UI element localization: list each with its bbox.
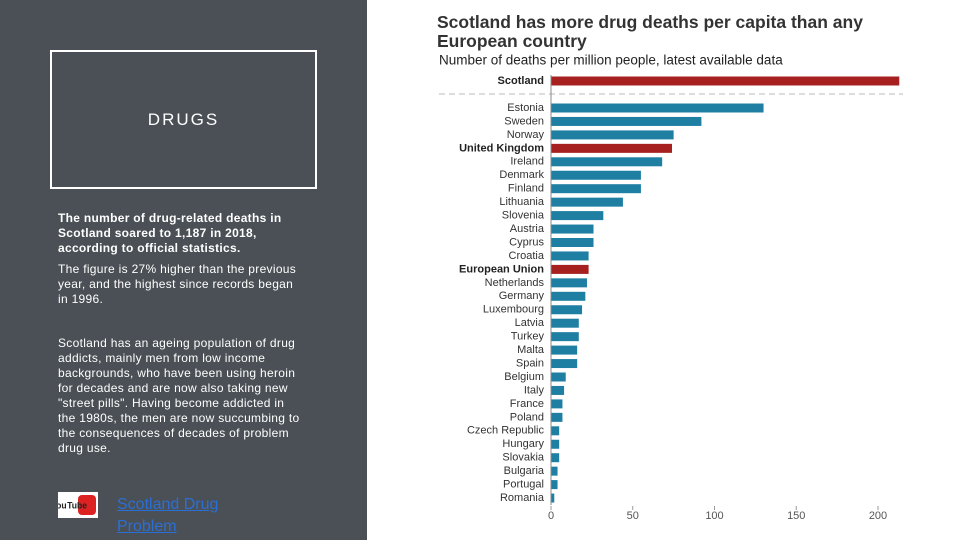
category-label: Portugal [503, 479, 544, 491]
category-label: Norway [507, 129, 545, 141]
bar [551, 264, 589, 274]
bar [551, 184, 641, 194]
x-tick-label: 50 [627, 510, 639, 522]
bar [551, 211, 604, 221]
category-label: Finland [508, 183, 544, 195]
category-label: Romania [500, 492, 545, 504]
category-label: Belgium [504, 371, 544, 383]
category-label: Luxembourg [483, 304, 544, 316]
bar [551, 197, 623, 207]
youtube-icon: You Tube [58, 492, 98, 518]
category-label: Germany [499, 290, 545, 302]
category-label: Austria [510, 223, 545, 235]
video-link[interactable]: Scotland Drug Problem [117, 496, 219, 535]
paragraph: Scotland has an ageing population of dru… [58, 336, 300, 455]
bar [551, 466, 558, 476]
x-tick-label: 150 [787, 510, 805, 522]
icon-label: You Tube [58, 500, 87, 510]
title-wrap: Scotland has more drug deaths per capita… [437, 15, 863, 51]
chart-subtitle: Number of deaths per million people, lat… [439, 53, 783, 68]
category-label: United Kingdom [459, 142, 544, 154]
x-tick-label: 100 [705, 510, 723, 522]
bar [551, 157, 663, 167]
bar [551, 143, 672, 153]
category-label: Poland [510, 411, 544, 423]
bar [551, 426, 560, 436]
category-label: Cyprus [509, 236, 544, 248]
category-label: European Union [459, 263, 544, 275]
category-label: Latvia [515, 317, 545, 329]
bar [551, 493, 555, 503]
bar [551, 116, 702, 126]
x-tick-label: 0 [548, 510, 554, 522]
left-panel: DRUGS The number of drug-related deaths … [0, 0, 367, 540]
bar [551, 480, 558, 490]
bar [551, 345, 578, 355]
bar [551, 238, 594, 247]
category-label: Sweden [504, 115, 544, 127]
bar [551, 76, 900, 86]
chart-bg [417, 15, 944, 525]
bar [551, 251, 589, 261]
category-label: Slovenia [502, 210, 545, 222]
bar [551, 170, 641, 180]
paragraph: The figure is 27% higher than the previo… [58, 262, 297, 306]
category-label: Lithuania [499, 196, 545, 208]
bar [551, 291, 586, 301]
bar [551, 305, 583, 315]
bar [551, 224, 594, 234]
category-label: Netherlands [485, 277, 545, 289]
bar [551, 130, 674, 140]
x-tick-label: 200 [869, 510, 887, 522]
bar [551, 385, 565, 395]
category-label: Denmark [499, 169, 544, 181]
bar [551, 332, 579, 342]
chart: Scotland has more drug deaths per capita… [417, 15, 944, 525]
box-title: DRUGS [147, 110, 220, 129]
bar [551, 103, 764, 113]
title-box: DRUGS [50, 50, 317, 189]
category-label: Bulgaria [504, 465, 545, 477]
lead-text: The number of drug-related deaths in Sco… [58, 211, 282, 255]
bar [551, 359, 578, 369]
chart-title: Scotland has more drug deaths per capita… [437, 15, 863, 51]
category-label: Spain [516, 357, 544, 369]
category-label: Scotland [498, 75, 544, 87]
bar [551, 439, 560, 449]
category-label: Malta [517, 344, 545, 356]
category-label: Croatia [509, 250, 545, 262]
icon-red [78, 495, 96, 515]
bar [551, 453, 560, 463]
category-label: France [510, 398, 544, 410]
category-label: Italy [524, 384, 545, 396]
bar [551, 412, 563, 422]
category-label: Czech Republic [467, 425, 545, 437]
category-label: Turkey [511, 331, 545, 343]
category-label: Estonia [507, 102, 545, 114]
bar [551, 278, 587, 288]
category-label: Ireland [510, 156, 544, 168]
category-label: Hungary [502, 438, 544, 450]
category-label: Slovakia [502, 452, 544, 464]
bar [551, 372, 566, 382]
bar [551, 318, 579, 328]
bar [551, 399, 563, 409]
